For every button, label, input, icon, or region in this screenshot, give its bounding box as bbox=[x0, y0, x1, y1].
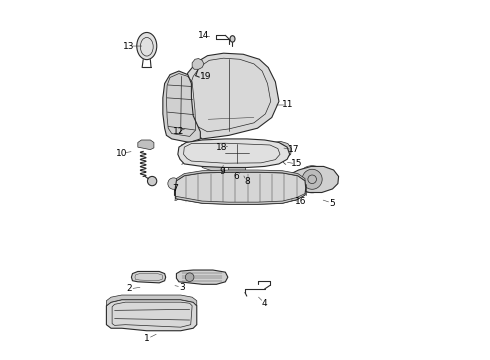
Text: 7: 7 bbox=[172, 184, 178, 193]
Text: 15: 15 bbox=[291, 159, 302, 168]
Ellipse shape bbox=[302, 169, 322, 189]
Polygon shape bbox=[163, 71, 200, 143]
Text: 9: 9 bbox=[219, 167, 224, 176]
Text: 4: 4 bbox=[262, 299, 268, 308]
Polygon shape bbox=[176, 270, 228, 284]
Ellipse shape bbox=[147, 176, 157, 186]
Ellipse shape bbox=[168, 178, 179, 189]
Text: 10: 10 bbox=[116, 149, 127, 158]
Polygon shape bbox=[201, 158, 225, 171]
Ellipse shape bbox=[185, 273, 194, 282]
Text: 14: 14 bbox=[198, 31, 210, 40]
Polygon shape bbox=[192, 59, 204, 69]
Polygon shape bbox=[284, 166, 339, 193]
Text: 19: 19 bbox=[200, 72, 212, 81]
Text: 6: 6 bbox=[233, 172, 239, 181]
Text: 1: 1 bbox=[144, 334, 149, 343]
Text: 12: 12 bbox=[173, 127, 185, 136]
Text: 11: 11 bbox=[282, 100, 294, 109]
Polygon shape bbox=[175, 194, 305, 204]
Polygon shape bbox=[228, 160, 245, 175]
Text: 5: 5 bbox=[330, 199, 335, 208]
Ellipse shape bbox=[221, 160, 226, 165]
Polygon shape bbox=[182, 53, 279, 139]
Polygon shape bbox=[220, 139, 236, 150]
Text: 16: 16 bbox=[294, 197, 306, 206]
Text: 8: 8 bbox=[244, 177, 250, 186]
Polygon shape bbox=[266, 141, 292, 159]
Text: 13: 13 bbox=[123, 41, 135, 50]
Polygon shape bbox=[131, 271, 166, 283]
Ellipse shape bbox=[230, 36, 235, 42]
Ellipse shape bbox=[137, 32, 157, 60]
Polygon shape bbox=[106, 295, 197, 306]
Text: 18: 18 bbox=[216, 143, 227, 152]
Polygon shape bbox=[138, 140, 154, 150]
Text: 3: 3 bbox=[180, 283, 185, 292]
Polygon shape bbox=[175, 172, 306, 204]
Polygon shape bbox=[176, 170, 305, 181]
Polygon shape bbox=[178, 139, 290, 167]
Text: 17: 17 bbox=[288, 145, 299, 154]
Polygon shape bbox=[106, 300, 197, 331]
Text: 2: 2 bbox=[126, 284, 132, 293]
